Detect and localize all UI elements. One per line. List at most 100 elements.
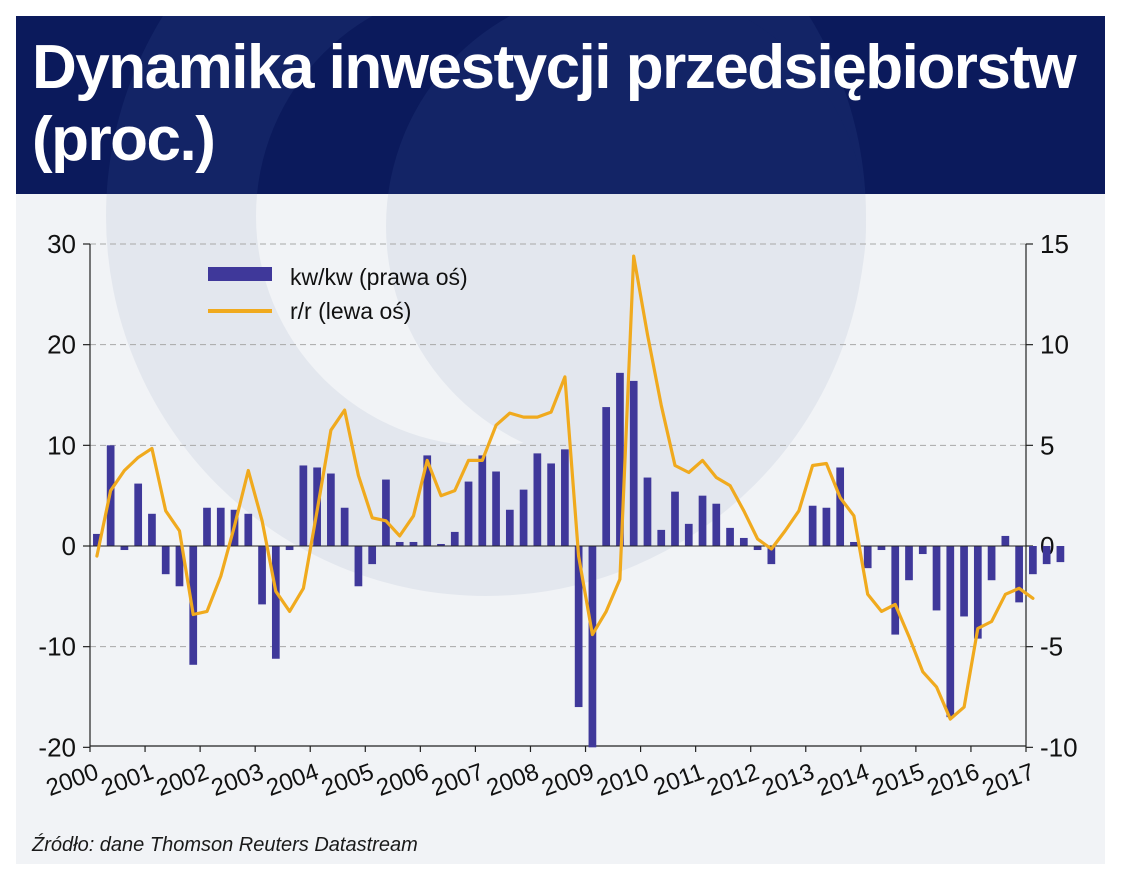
x-axis-tick-label: 2004 <box>263 758 322 802</box>
bar-kwkw <box>574 546 583 708</box>
chart-panel: Dynamika inwestycji przedsiębiorstw (pro… <box>16 16 1105 864</box>
bar-kwkw <box>505 509 514 546</box>
bar-kwkw <box>492 471 500 546</box>
bar-kwkw <box>1001 535 1010 546</box>
bar-kwkw <box>987 546 996 581</box>
bar-kwkw <box>354 546 363 587</box>
bar-kwkw <box>244 513 253 546</box>
bar-kwkw <box>753 546 762 551</box>
bar-kwkw <box>739 537 748 546</box>
bar-kwkw <box>973 546 982 639</box>
bar-kwkw <box>891 546 900 635</box>
x-axis-tick-label: 2006 <box>373 758 432 802</box>
x-axis-tick-label: 2002 <box>153 758 212 802</box>
x-axis-tick-label: 2000 <box>43 758 102 802</box>
banner-decoration <box>106 16 866 194</box>
source-note: Źródło: dane Thomson Reuters Datastream <box>32 834 418 856</box>
bar-kwkw <box>671 491 679 546</box>
bar-kwkw <box>960 546 968 617</box>
left-axis-tick-label: 30 <box>47 229 76 259</box>
bar-kwkw <box>602 407 611 546</box>
x-axis-tick-label: 2012 <box>703 758 762 802</box>
bar-kwkw <box>643 477 652 546</box>
bar-kwkw <box>464 481 473 546</box>
legend-swatch-kwkw <box>208 267 272 281</box>
bar-kwkw <box>905 546 913 581</box>
bar-kwkw <box>450 531 459 546</box>
x-axis-tick-label: 2009 <box>538 758 597 802</box>
title-banner: Dynamika inwestycji przedsiębiorstw (pro… <box>16 16 1105 194</box>
right-axis-tick-label: 5 <box>1040 430 1054 460</box>
bar-kwkw <box>684 523 693 546</box>
bar-kwkw <box>877 546 886 551</box>
bar-kwkw <box>808 505 817 546</box>
x-axis-tick-label: 2011 <box>650 758 708 801</box>
bar-kwkw <box>836 467 845 546</box>
bar-kwkw <box>698 495 707 546</box>
right-axis-tick-label: 15 <box>1040 229 1069 259</box>
bar-kwkw <box>712 503 721 546</box>
bar-kwkw <box>271 546 280 659</box>
bar-kwkw <box>340 507 349 546</box>
bar-kwkw <box>561 449 569 546</box>
bar-kwkw <box>423 455 432 546</box>
left-axis-tick-label: -20 <box>38 732 76 762</box>
bar-kwkw <box>629 380 638 546</box>
bar-kwkw <box>616 372 624 546</box>
bar-kwkw <box>120 546 129 551</box>
x-axis-tick-label: 2017 <box>979 758 1038 802</box>
left-axis-tick-label: 10 <box>47 430 76 460</box>
bar-kwkw <box>588 546 597 748</box>
bar-kwkw <box>726 527 734 546</box>
bar-kwkw <box>932 546 941 611</box>
bar-kwkw <box>946 546 955 718</box>
x-axis-tick-label: 2014 <box>813 758 872 802</box>
bar-kwkw <box>767 546 776 565</box>
bar-kwkw <box>822 507 831 546</box>
x-axis-tick-label: 2001 <box>98 758 157 802</box>
bar-kwkw <box>285 546 294 551</box>
left-axis-tick-label: 0 <box>62 531 76 561</box>
bar-kwkw <box>918 546 927 555</box>
right-axis-tick-label: -5 <box>1040 632 1063 662</box>
x-axis-tick-label: 2013 <box>758 758 817 802</box>
bar-kwkw <box>863 546 872 569</box>
left-axis-tick-label: 20 <box>47 330 76 360</box>
x-axis-tick-label: 2016 <box>924 758 983 802</box>
legend-label-rr: r/r (lewa oś) <box>290 298 411 324</box>
bar-kwkw <box>93 533 101 546</box>
bar-kwkw <box>850 541 858 546</box>
bar-kwkw <box>1056 546 1065 563</box>
bar-kwkw <box>1042 546 1051 565</box>
bar-kwkw <box>161 546 170 575</box>
bar-kwkw <box>299 465 308 546</box>
bar-kwkw <box>409 541 418 546</box>
bar-kwkw <box>533 453 542 546</box>
x-axis-tick-label: 2003 <box>208 758 267 802</box>
x-axis-tick-label: 2010 <box>593 758 652 802</box>
x-axis-tick-label: 2015 <box>869 758 928 802</box>
bar-kwkw <box>437 543 445 546</box>
bar-kwkw <box>547 463 555 546</box>
bar-kwkw <box>1015 546 1023 603</box>
bar-kwkw <box>368 546 377 565</box>
bar-kwkw <box>395 541 404 546</box>
right-axis-tick-label: -10 <box>1040 732 1078 762</box>
bar-kwkw <box>148 513 156 546</box>
bar-kwkw <box>327 473 335 546</box>
bar-kwkw <box>203 507 211 546</box>
left-axis-tick-label: -10 <box>38 632 76 662</box>
chart-svg: 3020100-10-20151050-5-102000200120022003… <box>38 229 1078 802</box>
bar-kwkw <box>1029 546 1037 575</box>
bar-kwkw <box>478 455 487 546</box>
bar-kwkw <box>175 546 184 587</box>
bar-kwkw <box>258 546 266 605</box>
bar-kwkw <box>519 489 528 546</box>
legend-label-kwkw: kw/kw (prawa oś) <box>290 264 468 290</box>
x-axis-tick-label: 2007 <box>428 758 487 802</box>
bar-kwkw <box>657 529 666 546</box>
chart-title: Dynamika inwestycji przedsiębiorstw (pro… <box>32 33 1077 174</box>
right-axis-tick-label: 10 <box>1040 330 1069 360</box>
bar-kwkw <box>382 479 390 546</box>
x-axis-tick-label: 2008 <box>483 758 542 802</box>
